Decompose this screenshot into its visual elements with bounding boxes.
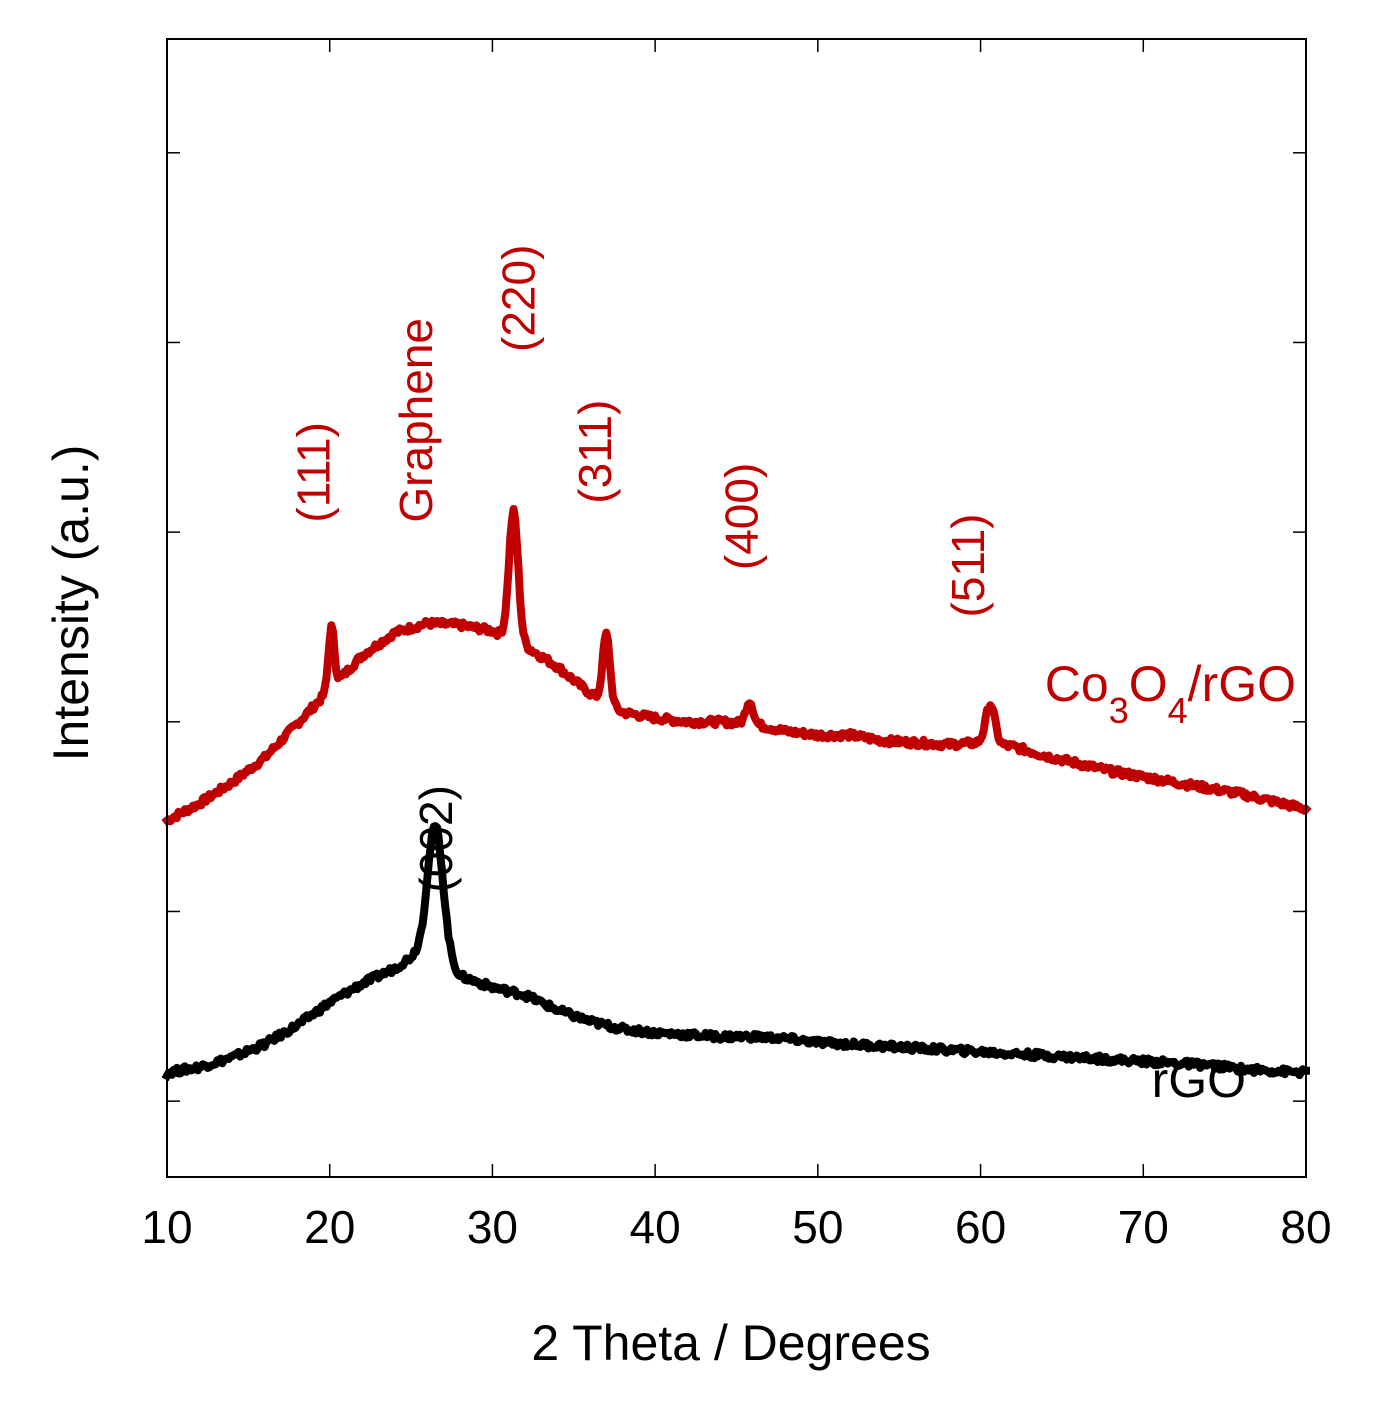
peak-annotation: (511) bbox=[942, 514, 994, 618]
x-tick-label: 50 bbox=[792, 1201, 843, 1253]
x-tick-label: 30 bbox=[467, 1201, 518, 1253]
x-tick-label: 10 bbox=[141, 1201, 192, 1253]
series-line-co3o4-rgo bbox=[161, 504, 1312, 827]
peak-annotation: (220) bbox=[493, 245, 545, 352]
series-label-rgo: rGO bbox=[1152, 1052, 1246, 1108]
peak-annotation: (002) bbox=[410, 785, 462, 892]
x-tick-label: 80 bbox=[1280, 1201, 1331, 1253]
peak-annotation: (111) bbox=[288, 422, 340, 523]
x-tick-label: 40 bbox=[630, 1201, 681, 1253]
x-tick-label: 70 bbox=[1118, 1201, 1169, 1253]
peak-annotation: (311) bbox=[569, 400, 621, 504]
y-axis-label: Intensity (a.u.) bbox=[43, 445, 99, 762]
x-tick-label: 60 bbox=[955, 1201, 1006, 1253]
x-tick-label: 20 bbox=[304, 1201, 355, 1253]
series-line-rgo bbox=[161, 822, 1310, 1082]
series-label-co3o4-rgo: Co3O4/rGO bbox=[1045, 656, 1296, 731]
x-axis-label: 2 Theta / Degrees bbox=[531, 1315, 930, 1371]
peak-annotation: (400) bbox=[716, 463, 768, 570]
peak-annotation: Graphene bbox=[390, 318, 442, 523]
plot-frame bbox=[166, 38, 1307, 1178]
